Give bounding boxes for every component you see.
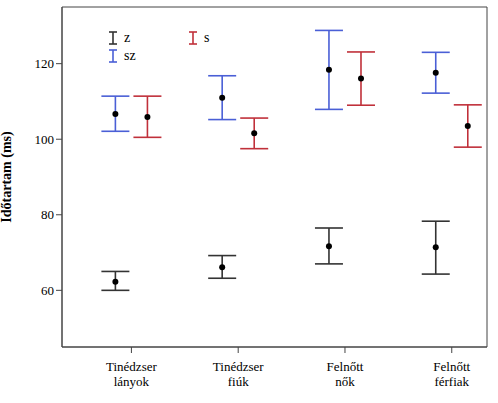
svg-text:Tinédzserfiúk: Tinédzserfiúk	[213, 359, 264, 389]
html-text:z: z	[124, 30, 131, 45]
svg-text:60: 60	[41, 283, 54, 298]
html-text:sz: sz	[124, 48, 136, 63]
svg-text:80: 80	[41, 207, 54, 222]
svg-text:120: 120	[35, 56, 55, 71]
svg-text:Időtartam (ms): Időtartam (ms)	[8, 131, 15, 223]
svg-text:Tinédzserlányok: Tinédzserlányok	[106, 359, 157, 389]
svg-text:100: 100	[35, 132, 55, 147]
svg-text:Felnőttnők: Felnőttnők	[327, 359, 364, 389]
svg-text:Felnőttférfiak: Felnőttférfiak	[433, 359, 470, 389]
html-text:s: s	[204, 30, 210, 45]
